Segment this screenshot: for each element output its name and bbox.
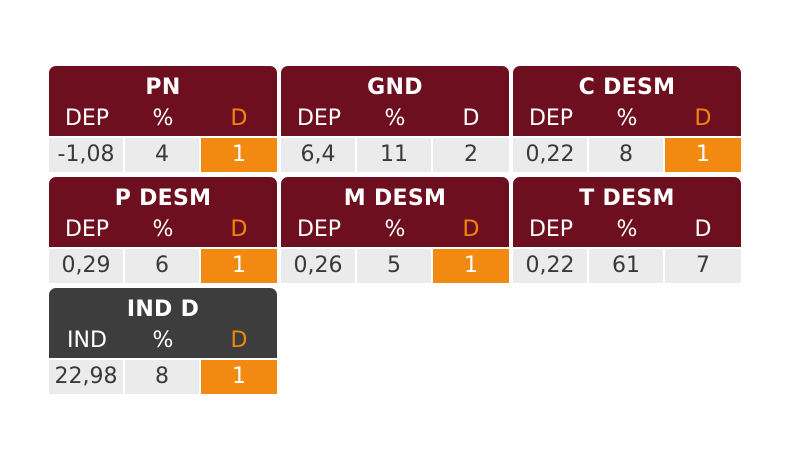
card-title: C DESM (578, 75, 676, 100)
card-ind-d: IND D IND % D 22,98 8 1 (49, 288, 277, 396)
card-header: C DESM DEP % D (513, 66, 741, 136)
value-percent: 61 (589, 249, 663, 283)
card-header: M DESM DEP % D (281, 177, 509, 247)
value-dep: 0,22 (513, 138, 587, 172)
card-title: GND (367, 75, 423, 100)
value-d: 1 (201, 249, 277, 283)
column-label-dep: DEP (64, 106, 110, 131)
card-header: IND D IND % D (49, 288, 277, 358)
value-percent: 5 (357, 249, 431, 283)
value-dep: 0,26 (281, 249, 355, 283)
value-percent: 8 (125, 360, 199, 394)
value-d: 1 (201, 360, 277, 394)
column-label-d: D (230, 106, 248, 131)
value-ind: 22,98 (49, 360, 123, 394)
column-label-d: D (462, 217, 480, 242)
card-t-desm: T DESM DEP % D 0,22 61 7 (513, 177, 741, 285)
column-label-d: D (230, 328, 248, 353)
value-d: 1 (665, 138, 741, 172)
column-label-d: D (694, 106, 712, 131)
value-percent: 8 (589, 138, 663, 172)
card-title: IND D (126, 297, 200, 322)
column-label-d: D (694, 217, 712, 242)
value-d: 2 (433, 138, 509, 172)
card-header: GND DEP % D (281, 66, 509, 136)
value-dep: -1,08 (49, 138, 123, 172)
column-label-ind: IND (67, 328, 107, 353)
column-label-d: D (462, 106, 480, 131)
card-title: T DESM (579, 186, 675, 211)
column-label-dep: DEP (528, 217, 574, 242)
value-percent: 6 (125, 249, 199, 283)
card-m-desm: M DESM DEP % D 0,26 5 1 (281, 177, 509, 285)
card-pn: PN DEP % D -1,08 4 1 (49, 66, 277, 174)
column-label-percent: % (152, 217, 174, 242)
column-label-dep: DEP (296, 217, 342, 242)
column-label-percent: % (616, 106, 638, 131)
value-d: 1 (433, 249, 509, 283)
value-percent: 11 (357, 138, 431, 172)
card-gnd: GND DEP % D 6,4 11 2 (281, 66, 509, 174)
value-d: 1 (201, 138, 277, 172)
card-header: PN DEP % D (49, 66, 277, 136)
value-dep: 0,22 (513, 249, 587, 283)
card-c-desm: C DESM DEP % D 0,22 8 1 (513, 66, 741, 174)
column-label-percent: % (616, 217, 638, 242)
column-label-dep: DEP (64, 217, 110, 242)
column-label-percent: % (384, 217, 406, 242)
card-title: M DESM (343, 186, 447, 211)
card-title: P DESM (114, 186, 212, 211)
column-label-percent: % (152, 106, 174, 131)
column-label-d: D (230, 217, 248, 242)
value-percent: 4 (125, 138, 199, 172)
column-label-dep: DEP (296, 106, 342, 131)
value-d: 7 (665, 249, 741, 283)
card-p-desm: P DESM DEP % D 0,29 6 1 (49, 177, 277, 285)
card-header: T DESM DEP % D (513, 177, 741, 247)
column-label-percent: % (152, 328, 174, 353)
column-label-percent: % (384, 106, 406, 131)
column-label-dep: DEP (528, 106, 574, 131)
value-dep: 6,4 (281, 138, 355, 172)
value-dep: 0,29 (49, 249, 123, 283)
card-header: P DESM DEP % D (49, 177, 277, 247)
card-title: PN (145, 75, 181, 100)
